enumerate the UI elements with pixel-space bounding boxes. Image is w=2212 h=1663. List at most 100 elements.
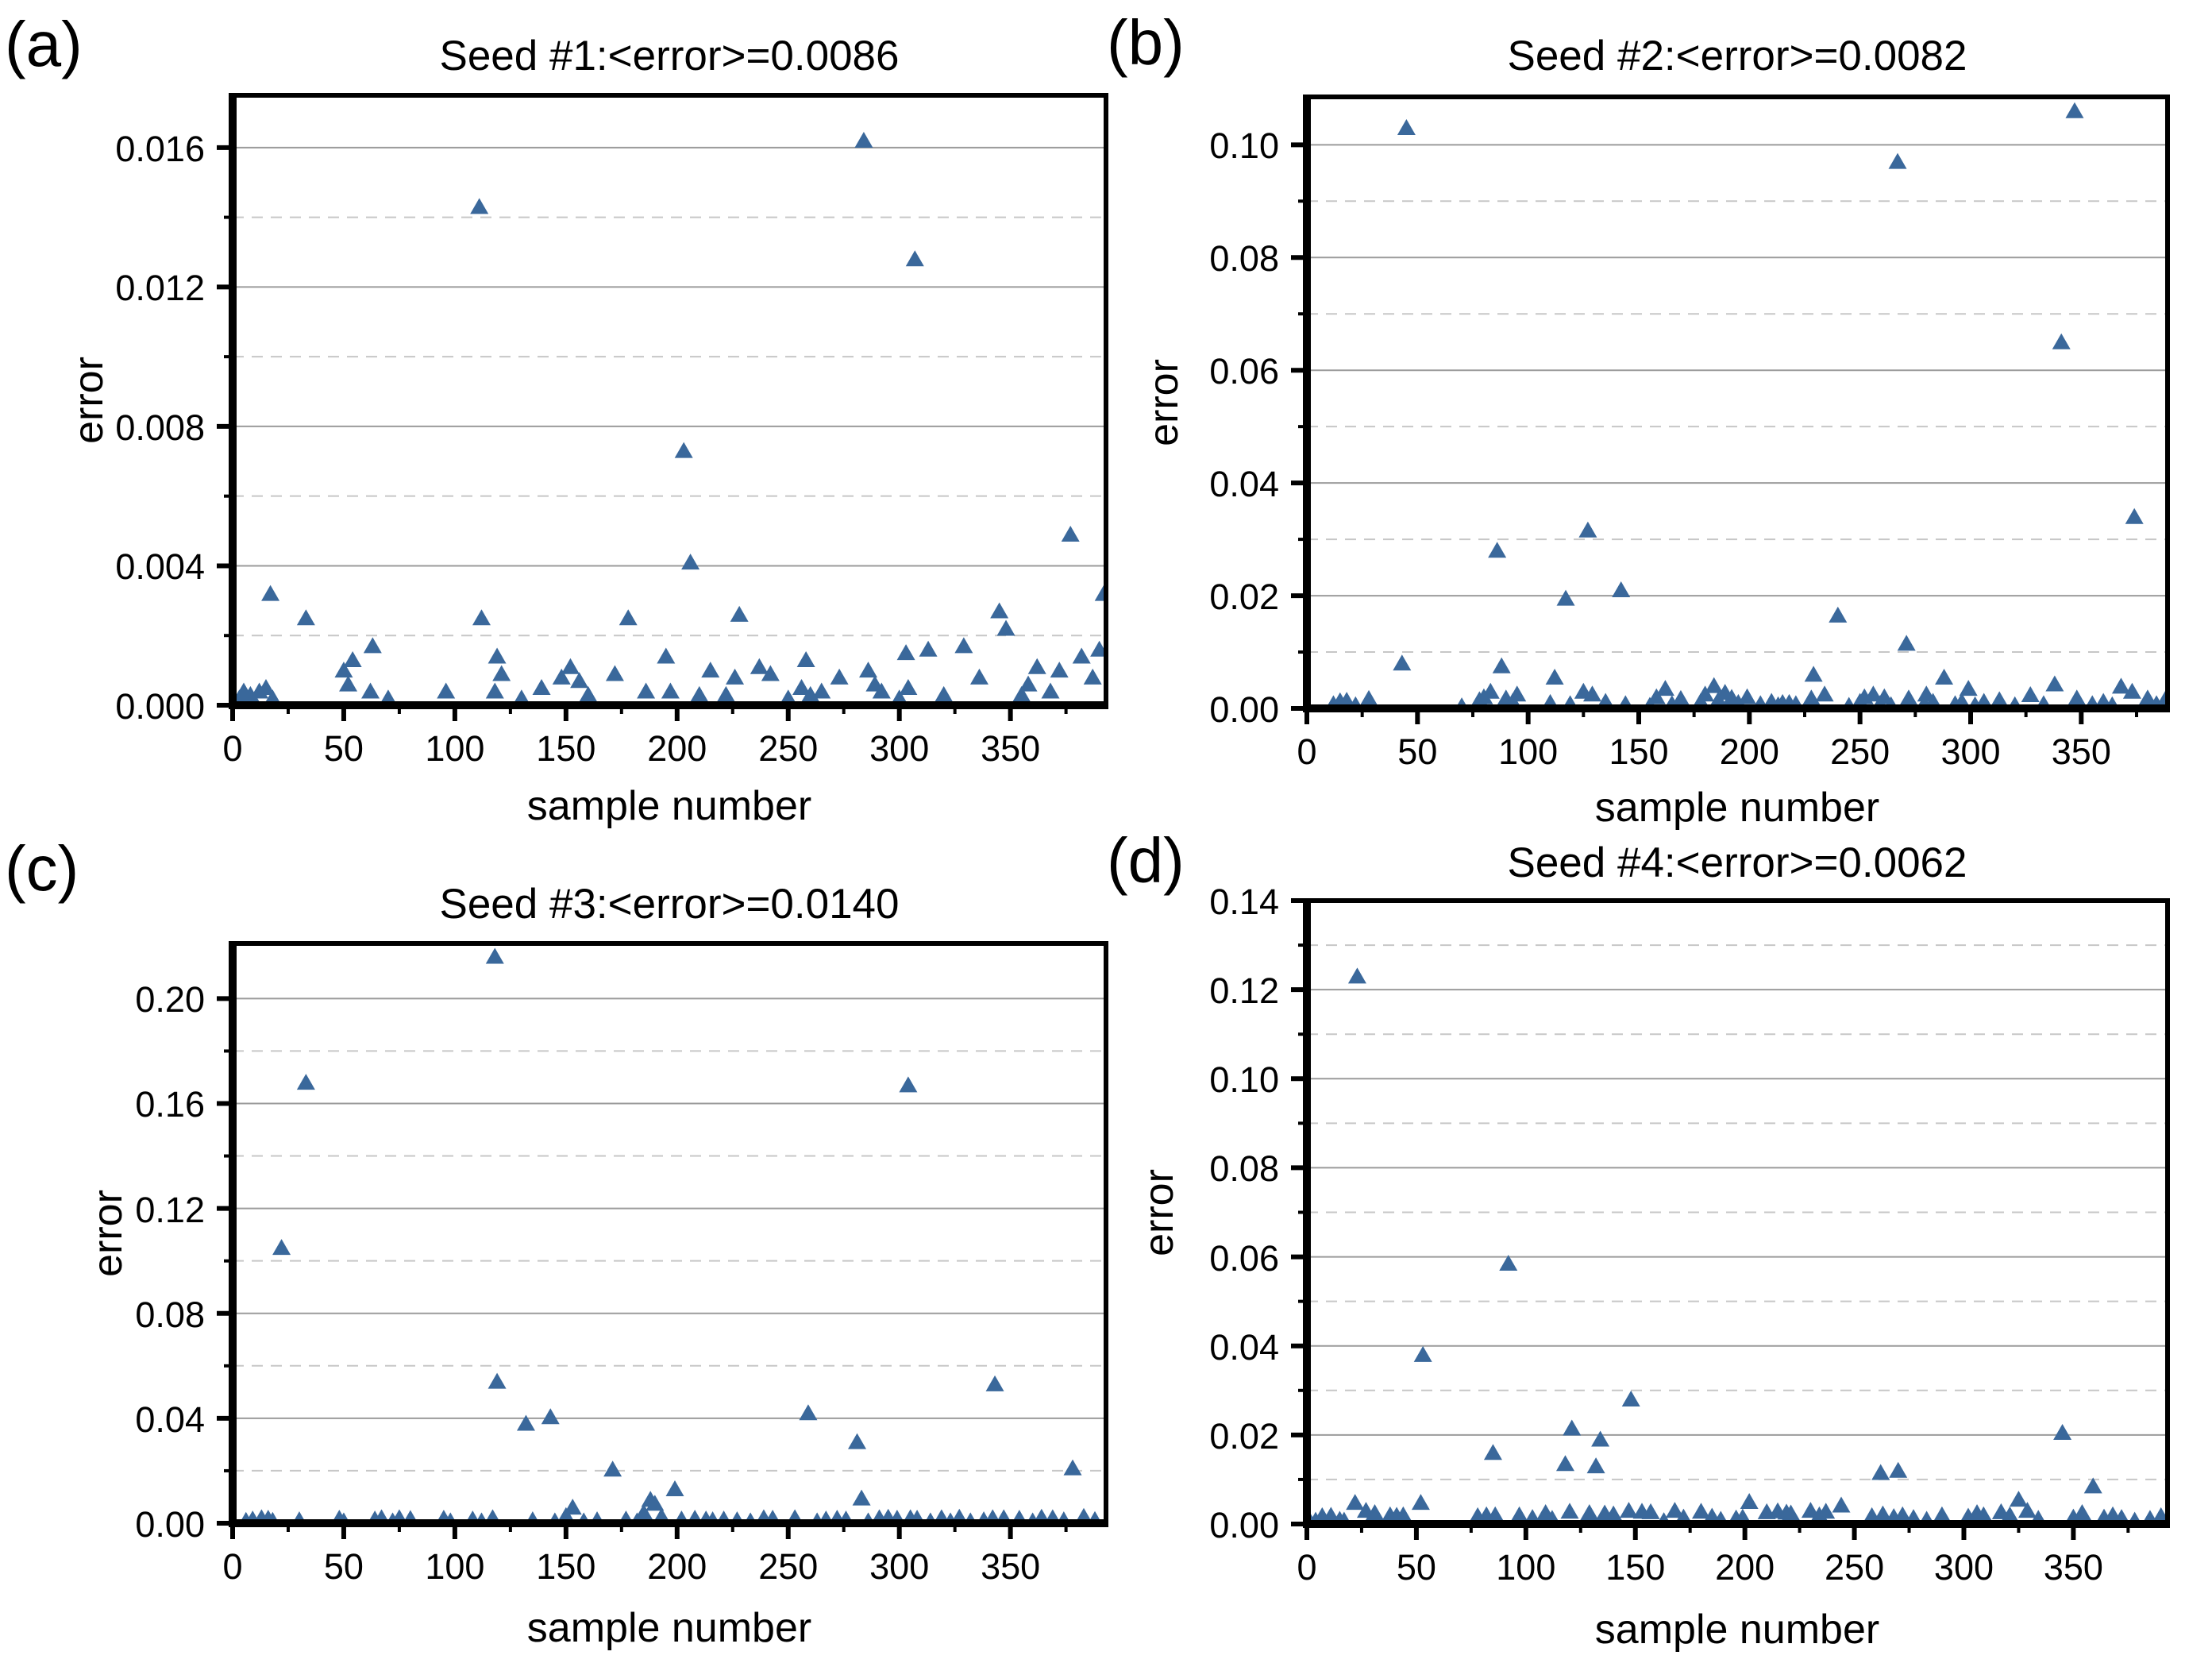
x-tick-label: 150 xyxy=(1609,731,1669,772)
data-point-marker xyxy=(2009,1491,2028,1507)
data-point-marker xyxy=(1899,689,1918,706)
data-point-marker xyxy=(1411,1494,1430,1511)
data-point-marker xyxy=(1641,1503,1660,1519)
data-point-marker xyxy=(1050,662,1069,678)
x-tick-label: 300 xyxy=(869,728,930,769)
data-point-marker xyxy=(852,1489,871,1506)
x-tick-label: 0 xyxy=(222,728,243,769)
data-point-marker xyxy=(619,609,638,626)
data-point-marker xyxy=(1815,685,1834,702)
x-tick-label: 200 xyxy=(1719,731,1779,772)
data-point-marker xyxy=(1486,1506,1505,1522)
x-tick-label: 50 xyxy=(323,1546,364,1587)
data-point-marker xyxy=(919,640,938,657)
data-point-marker xyxy=(552,668,571,685)
data-point-marker xyxy=(485,947,504,964)
y-tick-label: 0.10 xyxy=(1209,1059,1279,1101)
data-point-marker xyxy=(1413,1345,1432,1362)
data-point-marker xyxy=(761,665,780,681)
data-point-marker xyxy=(1832,1496,1851,1513)
x-tick-label: 0 xyxy=(1297,731,1317,772)
scatter-plot-c xyxy=(217,941,1108,1539)
data-point-marker xyxy=(1063,1459,1082,1476)
data-point-marker xyxy=(730,605,749,622)
x-tick-label: 350 xyxy=(981,1546,1041,1587)
data-point-marker xyxy=(1619,1502,1638,1518)
data-point-marker xyxy=(363,637,382,654)
data-point-marker xyxy=(1990,691,2009,708)
data-point-marker xyxy=(1893,1506,1912,1522)
data-point-marker xyxy=(674,442,693,458)
data-point-marker xyxy=(969,668,988,685)
data-point-marker xyxy=(2000,1506,2019,1522)
data-point-marker xyxy=(2021,685,2040,702)
data-point-marker xyxy=(1499,1254,1518,1271)
data-point-marker xyxy=(848,1433,867,1449)
data-point-marker xyxy=(2122,682,2141,699)
panel-letter-c: (c) xyxy=(5,833,79,904)
data-point-marker xyxy=(1359,689,1378,706)
data-point-marker xyxy=(896,644,915,661)
y-tick-label: 0.12 xyxy=(135,1189,205,1230)
data-point-marker xyxy=(726,668,745,685)
data-point-marker xyxy=(750,658,769,674)
y-tick-label: 0.00 xyxy=(135,1504,205,1545)
x-tick-label: 250 xyxy=(1830,731,1890,772)
x-tick-label: 200 xyxy=(1715,1547,1775,1588)
x-tick-label: 300 xyxy=(1940,731,2001,772)
y-tick-label: 0.04 xyxy=(1209,464,1279,505)
y-tick-label: 0.02 xyxy=(1209,1415,1279,1457)
data-point-marker xyxy=(645,1495,665,1511)
data-point-marker xyxy=(561,658,580,674)
data-point-marker xyxy=(1705,677,1724,693)
data-point-marker xyxy=(1873,1505,1892,1522)
panel-letter-d: (d) xyxy=(1107,825,1185,896)
data-point-marker xyxy=(1090,640,1107,657)
panel-letter-a: (a) xyxy=(5,9,83,79)
y-tick-label: 0.12 xyxy=(1209,970,1279,1012)
data-point-marker xyxy=(2083,1477,2102,1494)
data-point-marker xyxy=(812,682,831,699)
x-tick-label: 150 xyxy=(536,728,596,769)
data-point-marker xyxy=(256,679,276,696)
x-axis-label-a: sample number xyxy=(526,783,812,829)
y-tick-label: 0.04 xyxy=(135,1399,205,1440)
data-point-marker xyxy=(2052,333,2071,349)
data-point-marker xyxy=(272,1239,291,1256)
data-point-marker xyxy=(1072,647,1091,664)
y-tick-label: 0.06 xyxy=(1209,351,1279,392)
data-point-marker xyxy=(690,685,709,702)
data-point-marker xyxy=(563,1499,582,1515)
data-point-marker xyxy=(1740,1492,1759,1509)
data-point-marker xyxy=(872,682,891,699)
data-point-marker xyxy=(1582,685,1601,702)
data-point-marker xyxy=(2045,675,2064,692)
data-point-marker xyxy=(1397,119,1416,136)
data-point-marker xyxy=(661,682,680,699)
data-point-marker xyxy=(1974,1506,1993,1522)
data-point-marker xyxy=(1586,1457,1605,1474)
data-point-marker xyxy=(1483,1444,1502,1460)
data-point-marker xyxy=(954,637,973,654)
x-tick-label: 0 xyxy=(222,1546,243,1587)
data-point-marker xyxy=(792,679,811,696)
data-point-marker xyxy=(1863,685,1883,702)
y-tick-label: 0.00 xyxy=(1209,1505,1279,1545)
x-tick-label: 100 xyxy=(1498,731,1559,772)
y-tick-label: 0.02 xyxy=(1209,577,1279,618)
y-tick-label: 0.012 xyxy=(115,268,205,309)
x-tick-label: 350 xyxy=(2051,731,2111,772)
data-point-marker xyxy=(1347,967,1366,984)
data-point-marker xyxy=(516,1414,535,1431)
data-point-marker xyxy=(1393,1506,1412,1522)
data-point-marker xyxy=(1346,1494,1365,1511)
data-point-marker xyxy=(665,1480,684,1497)
y-tick-label: 0.20 xyxy=(135,979,205,1021)
data-point-marker xyxy=(1959,680,1978,696)
data-point-marker xyxy=(1889,1461,1908,1478)
data-point-marker xyxy=(935,685,954,702)
x-tick-label: 50 xyxy=(323,728,364,769)
data-point-marker xyxy=(1782,1504,1801,1521)
data-point-marker xyxy=(1337,692,1356,708)
data-point-marker xyxy=(1366,1503,1385,1520)
